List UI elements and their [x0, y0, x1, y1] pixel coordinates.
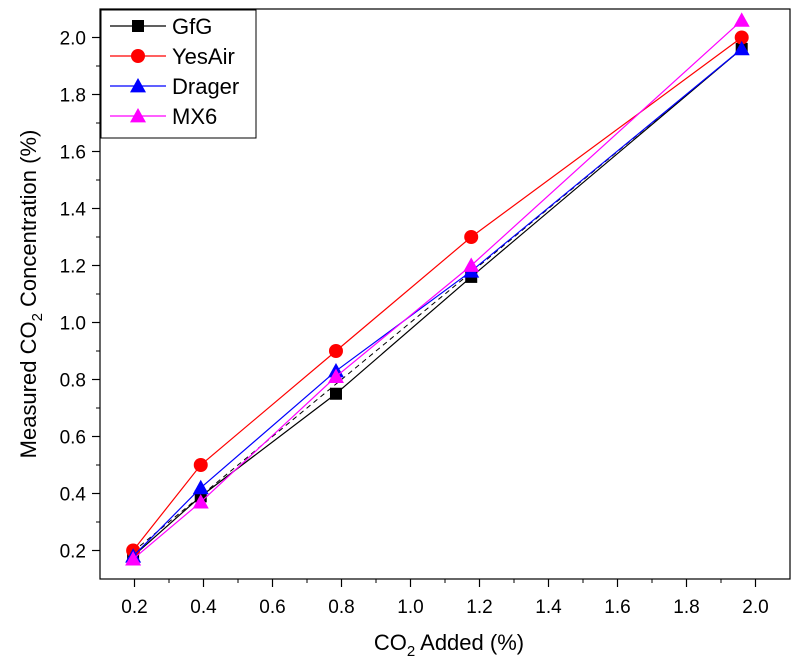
legend-entry-drager: Drager — [110, 74, 239, 99]
legend-marker — [130, 108, 146, 123]
data-point — [327, 368, 344, 384]
y-tick-label: 0.4 — [60, 485, 87, 506]
x-tick-label: 0.2 — [121, 597, 147, 618]
y-tick-label: 1.4 — [60, 200, 87, 221]
series-layer — [125, 12, 750, 566]
data-point — [733, 12, 750, 27]
data-point — [125, 551, 142, 566]
y-axis-ticks: 0.2 0.4 0.6 0.8 1.0 1.2 1.4 1.6 1.8 2.0 — [60, 29, 100, 563]
legend-entry-yesair: YesAir — [110, 44, 235, 69]
x-tick-label: 0.8 — [328, 597, 354, 618]
y-tick-label: 0.2 — [60, 542, 86, 563]
legend-label: MX6 — [172, 104, 217, 129]
legend-label: GfG — [172, 14, 212, 39]
y-tick-label: 2.0 — [60, 29, 86, 50]
x-tick-label: 0.4 — [190, 597, 217, 618]
data-point — [463, 257, 480, 272]
data-point — [192, 479, 209, 495]
legend-marker — [130, 78, 146, 93]
x-tick-label: 1.8 — [673, 597, 699, 618]
y-tick-label: 1.2 — [60, 257, 86, 278]
y-tick-label: 0.6 — [60, 428, 86, 449]
data-point — [734, 30, 749, 45]
series-mx6 — [125, 12, 750, 566]
legend: GfG YesAir Drager MX6 — [100, 9, 257, 139]
x-tick-label: 1.2 — [466, 597, 492, 618]
y-axis-title: Measured CO2 Concentration (%) — [16, 130, 46, 459]
legend-entry-mx6: MX6 — [110, 104, 217, 129]
legend-entry-gfg: GfG — [110, 14, 212, 39]
x-tick-label: 1.0 — [397, 597, 423, 618]
legend-marker — [131, 49, 145, 63]
data-point — [733, 40, 750, 56]
x-tick-label: 2.0 — [742, 597, 768, 618]
x-tick-label: 1.6 — [604, 597, 630, 618]
data-point — [193, 458, 208, 472]
y-tick-label: 1.8 — [60, 86, 86, 107]
legend-marker — [132, 20, 144, 32]
y-axis-title-group: Measured CO2 Concentration (%) — [16, 130, 46, 459]
x-axis-ticks: 0.2 0.4 0.6 0.8 1.0 1.2 1.4 1.6 1.8 2.0 — [121, 579, 769, 618]
legend-label: YesAir — [172, 44, 235, 69]
x-axis-title: CO2 Added (%) — [374, 630, 524, 660]
data-point — [464, 230, 479, 244]
data-point — [328, 344, 343, 358]
legend-label: Drager — [172, 74, 239, 99]
plot-area — [125, 12, 750, 566]
x-tick-label: 1.4 — [535, 597, 562, 618]
y-tick-label: 1.0 — [60, 314, 86, 335]
data-point — [192, 494, 209, 509]
legend-box — [100, 9, 257, 139]
data-point — [329, 387, 342, 400]
y-tick-label: 0.8 — [60, 371, 86, 392]
y-tick-label: 1.6 — [60, 143, 86, 164]
x-tick-label: 0.6 — [259, 597, 285, 618]
